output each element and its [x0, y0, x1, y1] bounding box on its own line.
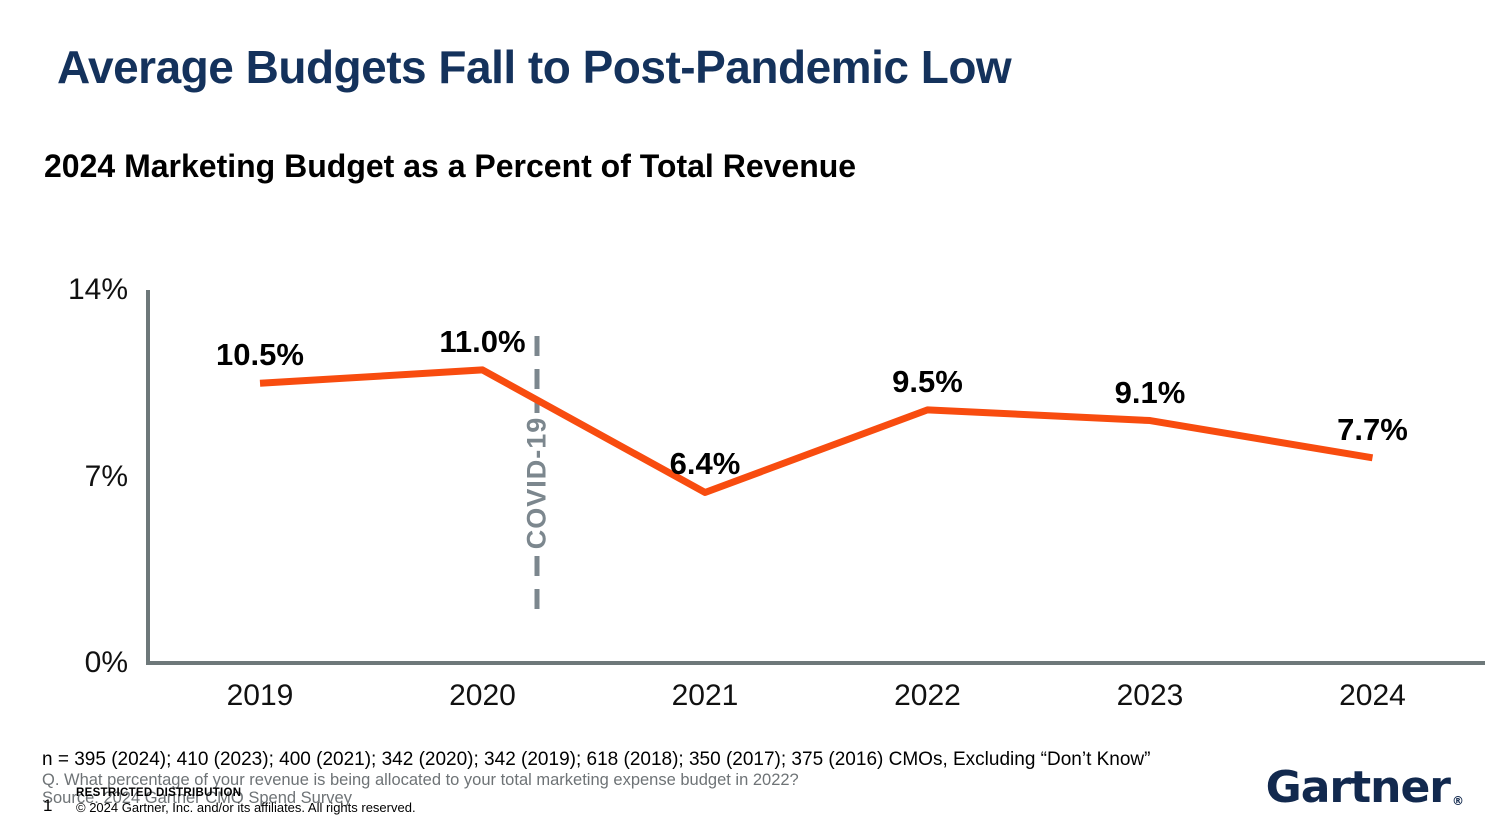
x-tick-label: 2023 [1116, 679, 1184, 712]
chart-title: 2024 Marketing Budget as a Percent of To… [44, 148, 857, 184]
y-tick-label: 0% [84, 646, 128, 679]
page-number: 1 [43, 796, 53, 815]
x-tick-label: 2021 [671, 679, 739, 712]
data-point-label: 6.4% [669, 446, 741, 482]
x-tick-label: 2019 [226, 679, 294, 712]
data-point-label: 9.1% [1114, 374, 1186, 410]
x-tick-label: 2022 [894, 679, 961, 712]
data-point-label: 10.5% [216, 337, 304, 373]
registered-trademark-icon: ® [1452, 794, 1464, 808]
covid-annotation-label: COVID-19 [521, 416, 552, 550]
page-title: Average Budgets Fall to Post-Pandemic Lo… [57, 41, 1012, 93]
restricted-distribution-label: RESTRICTED DISTRIBUTION [76, 787, 242, 799]
data-point-label: 9.5% [892, 363, 963, 399]
data-point-label: 7.7% [1337, 411, 1408, 447]
data-point-label: 11.0% [439, 323, 526, 359]
copyright-notice: © 2024 Gartner, Inc. and/or its affiliat… [76, 800, 416, 815]
gartner-logo: Gartner ® [1266, 766, 1464, 810]
sample-size-note: n = 395 (2024); 410 (2023); 400 (2021); … [42, 749, 1151, 770]
x-tick-label: 2024 [1339, 679, 1406, 712]
axis-lines [146, 290, 1485, 665]
y-tick-label: 7% [84, 459, 128, 493]
budget-trend-line [259, 366, 1374, 496]
gartner-wordmark: Gartner [1265, 762, 1451, 813]
y-tick-label: 14% [67, 273, 128, 306]
survey-question: Q. What percentage of your revenue is be… [42, 770, 799, 789]
source-note: Source: 2024 Gartner CMO Spend Survey [42, 788, 352, 807]
x-tick-label: 2020 [449, 679, 516, 712]
